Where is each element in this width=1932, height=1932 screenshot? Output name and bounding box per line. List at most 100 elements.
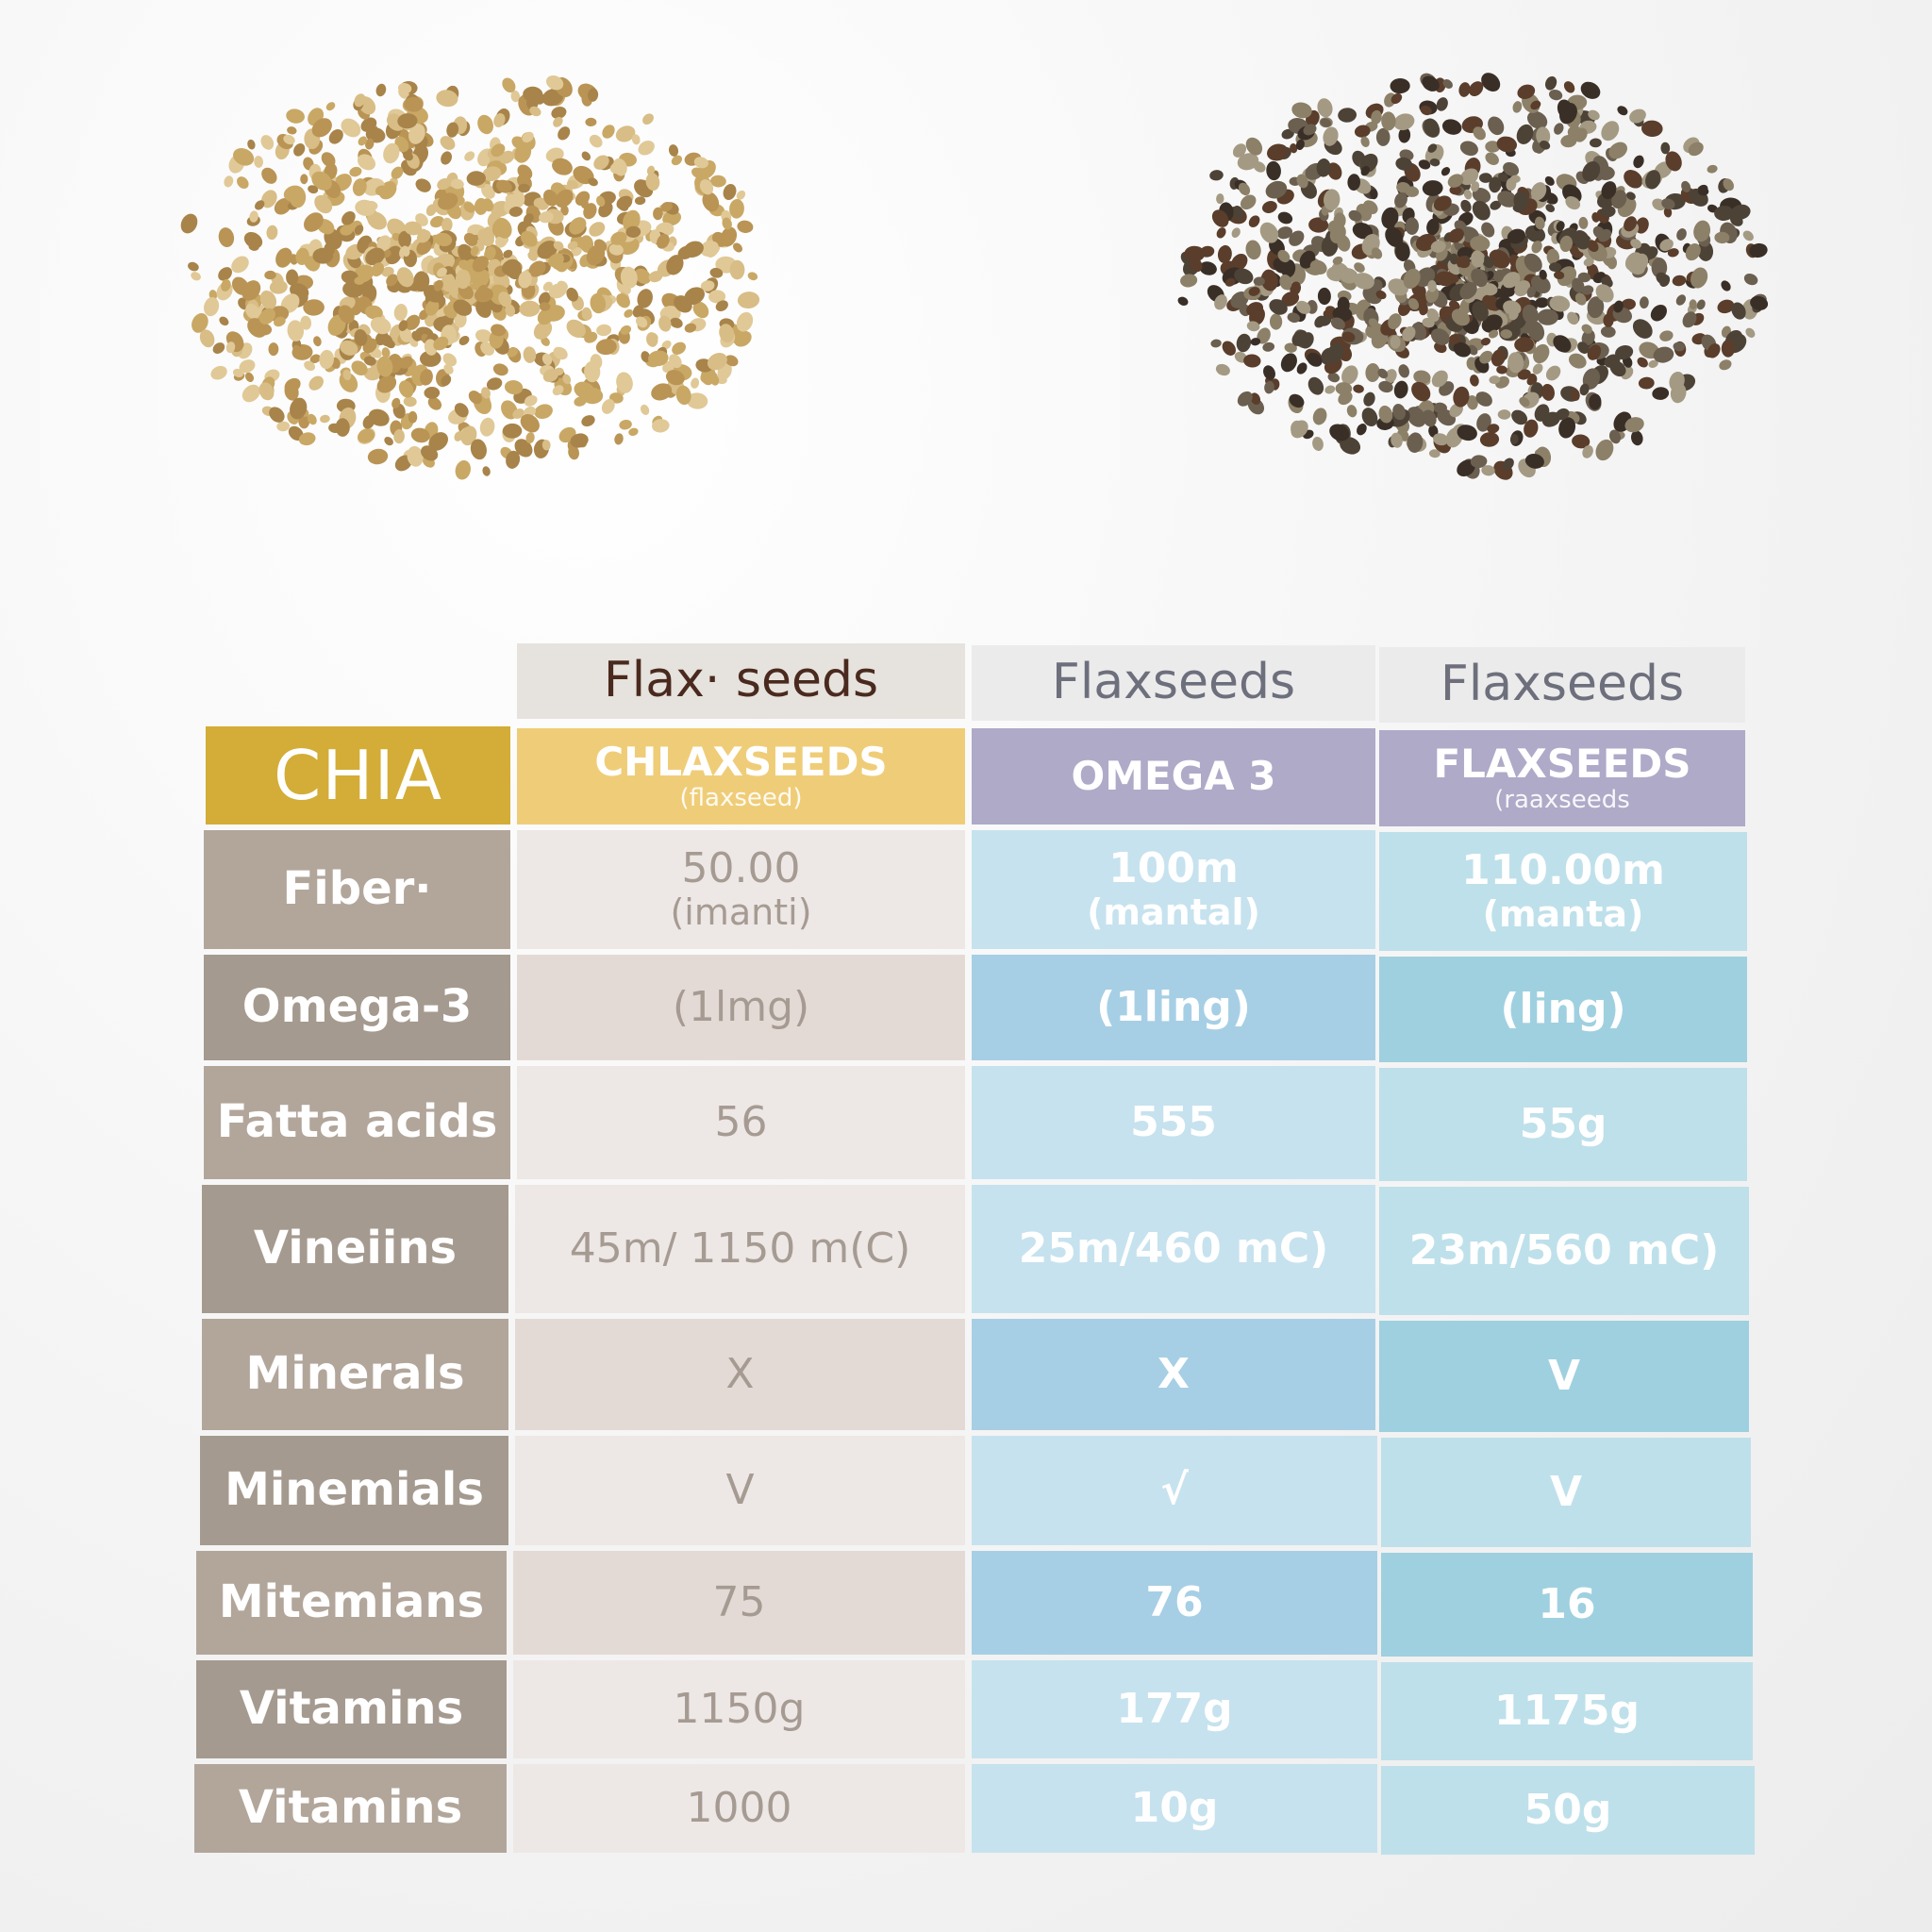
seed bbox=[1717, 299, 1735, 314]
seed bbox=[1316, 158, 1331, 177]
seed bbox=[1368, 318, 1379, 328]
seed bbox=[1554, 271, 1565, 280]
seed bbox=[1348, 209, 1362, 222]
seed bbox=[335, 418, 350, 437]
seed bbox=[710, 175, 726, 188]
seed bbox=[624, 308, 634, 318]
seed bbox=[1296, 174, 1308, 189]
seed bbox=[398, 380, 414, 398]
seed bbox=[1393, 380, 1408, 399]
seed bbox=[542, 190, 558, 207]
table-cell: 110.00m (manta) bbox=[1379, 832, 1747, 951]
seed bbox=[424, 386, 441, 399]
subheader-3: FLAXSEEDS (raaxseeds bbox=[1379, 730, 1745, 826]
seed bbox=[274, 197, 291, 215]
seed bbox=[555, 189, 574, 208]
cell-value: 50g bbox=[1524, 1785, 1612, 1834]
seed bbox=[530, 90, 545, 105]
seed bbox=[1629, 108, 1646, 124]
seed bbox=[1496, 136, 1518, 153]
cell-value: 1000 bbox=[686, 1783, 792, 1832]
seed bbox=[601, 398, 615, 414]
seed bbox=[1503, 458, 1514, 471]
seed bbox=[1588, 109, 1600, 121]
seed bbox=[1545, 365, 1561, 381]
seed bbox=[258, 382, 275, 401]
seed bbox=[709, 267, 724, 278]
seed bbox=[1581, 324, 1592, 334]
seed bbox=[1595, 439, 1614, 461]
seed bbox=[231, 276, 249, 295]
seed bbox=[1645, 170, 1661, 190]
seed bbox=[588, 177, 598, 187]
seed bbox=[1393, 113, 1415, 131]
seed bbox=[1459, 281, 1477, 300]
seed bbox=[1337, 296, 1350, 313]
seed bbox=[1659, 239, 1674, 252]
seed bbox=[1471, 181, 1480, 192]
seed bbox=[1582, 160, 1601, 182]
seed bbox=[1363, 391, 1375, 407]
seed bbox=[692, 301, 709, 319]
seed bbox=[275, 247, 292, 268]
seed bbox=[1697, 187, 1709, 196]
seed bbox=[675, 385, 691, 406]
seed bbox=[1210, 339, 1222, 348]
seed bbox=[1583, 258, 1594, 267]
seed bbox=[708, 290, 726, 304]
seed bbox=[1281, 258, 1296, 278]
seed bbox=[1546, 248, 1560, 266]
seed bbox=[434, 232, 453, 247]
seed bbox=[460, 425, 477, 446]
seed bbox=[1215, 363, 1230, 376]
seed bbox=[455, 459, 471, 480]
seed bbox=[691, 377, 700, 389]
seed bbox=[538, 291, 551, 306]
seed bbox=[602, 125, 615, 139]
seed bbox=[520, 230, 538, 247]
seed bbox=[1696, 299, 1706, 310]
seed bbox=[1394, 242, 1410, 261]
seed bbox=[1296, 300, 1311, 314]
seed bbox=[365, 138, 375, 150]
seed bbox=[660, 201, 673, 212]
seed bbox=[1625, 192, 1636, 200]
seed bbox=[404, 221, 423, 236]
seed bbox=[562, 374, 572, 385]
seed bbox=[1425, 287, 1440, 304]
seed bbox=[518, 183, 530, 193]
cell-value: 55g bbox=[1519, 1099, 1607, 1148]
seed bbox=[1390, 335, 1401, 349]
seed bbox=[1448, 228, 1464, 243]
seed bbox=[581, 151, 591, 161]
seed bbox=[1660, 142, 1671, 155]
seed bbox=[619, 419, 632, 430]
seed bbox=[1591, 212, 1600, 223]
seed bbox=[620, 325, 632, 335]
cell-value: √ bbox=[1160, 1465, 1189, 1514]
seed bbox=[657, 234, 670, 249]
seed bbox=[1558, 417, 1576, 439]
seed bbox=[1481, 222, 1495, 238]
seed bbox=[1260, 269, 1278, 291]
seed bbox=[1750, 295, 1769, 310]
seed bbox=[1507, 228, 1526, 244]
seed bbox=[1246, 321, 1260, 332]
seed bbox=[1548, 90, 1563, 101]
seed bbox=[1261, 201, 1277, 213]
seed bbox=[308, 185, 319, 194]
seed bbox=[508, 206, 523, 217]
seed bbox=[524, 394, 538, 407]
seed bbox=[648, 271, 663, 283]
seed bbox=[440, 136, 456, 150]
seed bbox=[397, 113, 418, 129]
seed bbox=[1262, 341, 1275, 352]
seed bbox=[1567, 311, 1579, 325]
seed bbox=[491, 143, 506, 158]
seed bbox=[1265, 180, 1288, 199]
seed bbox=[1250, 392, 1261, 405]
seed bbox=[1689, 299, 1697, 310]
seed bbox=[1308, 217, 1329, 233]
seed bbox=[1509, 175, 1521, 184]
seed bbox=[1200, 245, 1215, 258]
